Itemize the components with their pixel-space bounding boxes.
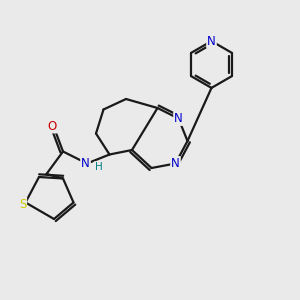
Text: O: O	[48, 119, 57, 133]
Text: N: N	[207, 34, 216, 48]
Text: N: N	[81, 157, 90, 170]
Text: H: H	[94, 162, 102, 172]
Text: S: S	[19, 197, 26, 211]
Text: N: N	[174, 112, 183, 125]
Text: N: N	[171, 157, 180, 170]
